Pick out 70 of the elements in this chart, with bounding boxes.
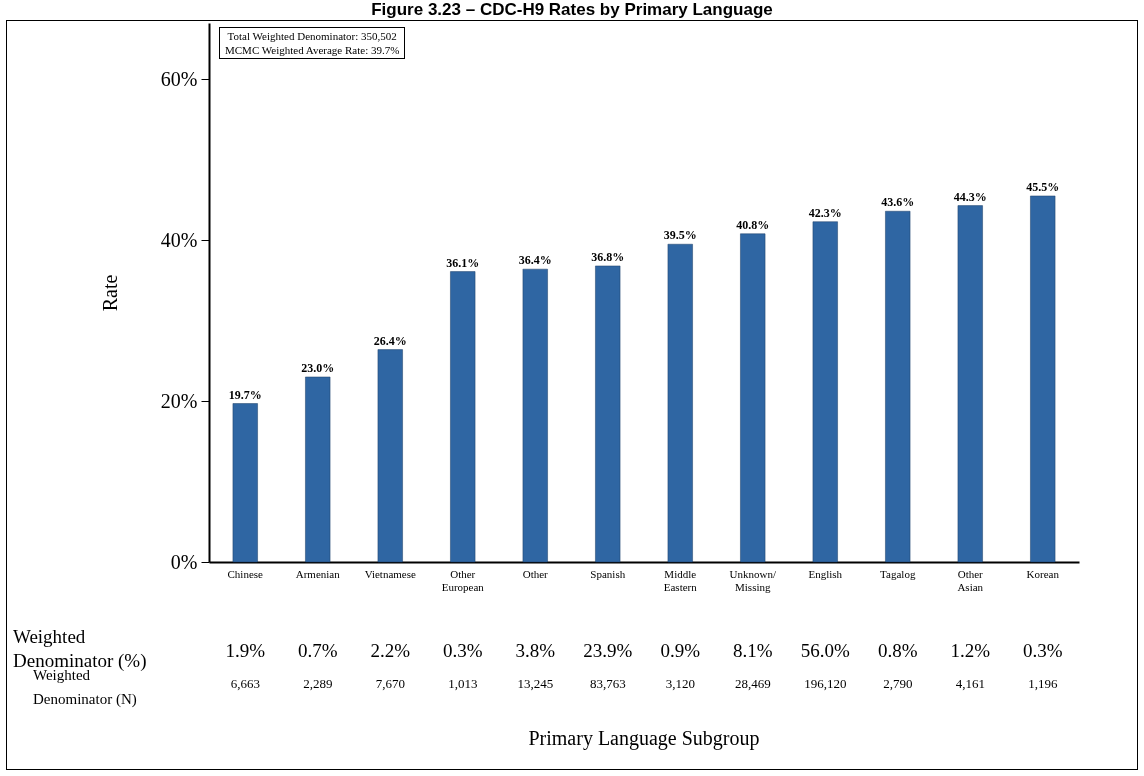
bar (232, 403, 258, 563)
data-label: 36.8% (591, 249, 625, 264)
x-tick-label: Other European (441, 567, 485, 593)
bar (305, 376, 331, 563)
chart-title: Figure 3.23 – CDC-H9 Rates by Primary Language (370, 0, 774, 20)
bar (957, 205, 983, 563)
data-label: 40.8% (736, 217, 770, 232)
text: 83,763 (589, 676, 626, 691)
text: 1.2% (950, 640, 991, 661)
x-tick-label: Tagalog (880, 567, 916, 580)
data-label: 36.1% (446, 255, 480, 270)
text: 6,663 (230, 676, 260, 691)
text: 13,245 (517, 676, 554, 691)
text: 1,196 (1028, 676, 1058, 691)
y-tick-label: 20% (160, 389, 198, 412)
text: 1.9% (225, 640, 266, 661)
y-tick-label: 40% (160, 228, 198, 251)
bar (377, 349, 403, 563)
y-axis-title: Rate (98, 274, 121, 312)
x-tick-label: Other Asian (957, 567, 984, 593)
text-box: Total Weighted Denominator: 350,502 MCMC Weighted Average Rate: 39.7% (219, 27, 406, 59)
x-tick-label: Unknown/Missing (729, 567, 777, 593)
text: 0.3% (1022, 640, 1063, 661)
text: 196,120 (804, 676, 847, 691)
text: 8.1% (732, 640, 773, 661)
bar (667, 243, 693, 563)
bar (522, 268, 548, 563)
x-tick-label: Chinese (227, 567, 264, 580)
text: 0.8% (877, 640, 918, 661)
bar (885, 211, 911, 563)
x-tick-label: Spanish (590, 567, 626, 580)
x-tick-label: Vietnamese (364, 567, 416, 580)
bar (740, 233, 766, 563)
data-label: 23.0% (301, 360, 335, 375)
text: Primary Language Subgroup (528, 727, 760, 750)
text: 1,013 (448, 676, 478, 691)
text: 0.7% (297, 640, 338, 661)
data-label: 42.3% (808, 205, 842, 220)
y-tick-label: 0% (170, 550, 198, 573)
text: 56.0% (800, 640, 850, 661)
x-tick-label: English (808, 567, 843, 580)
text: 7,670 (375, 676, 405, 691)
data-label: 43.6% (881, 195, 915, 210)
bar (595, 265, 621, 563)
text: 2,790 (883, 676, 913, 691)
data-label: 39.5% (663, 228, 697, 243)
text: 3,120 (665, 676, 695, 691)
bar (812, 221, 838, 563)
x-tick-label: Korean (1026, 567, 1060, 580)
annotation: MCMC Weighted Average Rate: 39.7% (225, 43, 400, 57)
data-label: 36.4% (518, 253, 552, 268)
x-tick-label: Middle Eastern (663, 567, 698, 593)
text: 4,161 (955, 676, 985, 691)
text: 3.8% (515, 640, 556, 661)
text: 2.2% (370, 640, 411, 661)
text: 23.9% (583, 640, 633, 661)
data-label: 26.4% (373, 333, 407, 348)
annotation: Total Weighted Denominator: 350,502 (226, 29, 398, 43)
data-label: 19.7% (228, 387, 262, 402)
data-label: 45.5% (1026, 179, 1060, 194)
data-label: 44.3% (953, 189, 987, 204)
text: 0.9% (660, 640, 701, 661)
bar (1030, 195, 1056, 563)
x-tick-label: Armenian (295, 567, 341, 580)
text: 0.3% (442, 640, 483, 661)
x-tick-label: Other (522, 567, 549, 580)
y-tick-label: 60% (160, 67, 198, 90)
bar (450, 271, 476, 563)
text: 2,289 (303, 676, 333, 691)
text: 28,469 (734, 676, 771, 691)
